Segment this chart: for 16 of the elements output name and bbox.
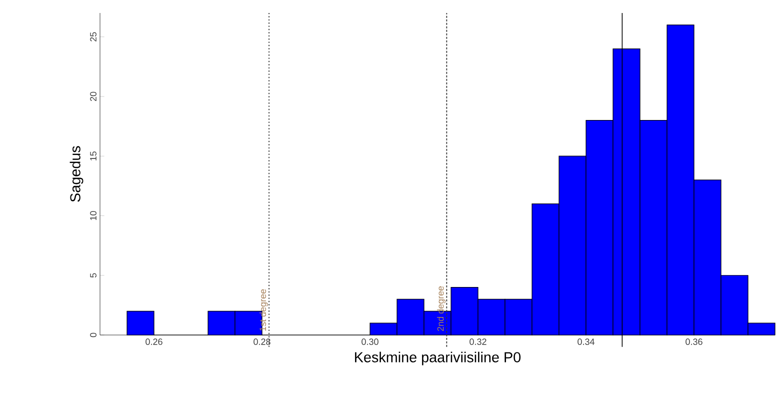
x-tick-label: 0.26 bbox=[146, 338, 162, 345]
ref-line-label: 2nd degree bbox=[437, 286, 446, 331]
x-tick-label: 0.32 bbox=[470, 338, 486, 345]
y-tick-label: 10 bbox=[90, 211, 96, 220]
ref-line-label: 1st degree bbox=[259, 289, 268, 331]
y-tick-label: 25 bbox=[90, 32, 96, 42]
x-tick-label: 0.28 bbox=[254, 338, 270, 345]
y-tick-label: 15 bbox=[90, 151, 96, 160]
y-axis-title: Sagedus bbox=[70, 146, 84, 202]
x-axis-title: Keskmine paariviisiline P0 bbox=[355, 352, 521, 366]
x-tick-label: 0.30 bbox=[362, 338, 378, 345]
y-tick-label: 5 bbox=[90, 273, 96, 278]
x-tick-label: 0.34 bbox=[578, 338, 594, 345]
y-tick-label: 20 bbox=[90, 92, 96, 102]
x-tick-label: 0.36 bbox=[686, 338, 702, 345]
y-tick-label: 0 bbox=[90, 332, 96, 338]
